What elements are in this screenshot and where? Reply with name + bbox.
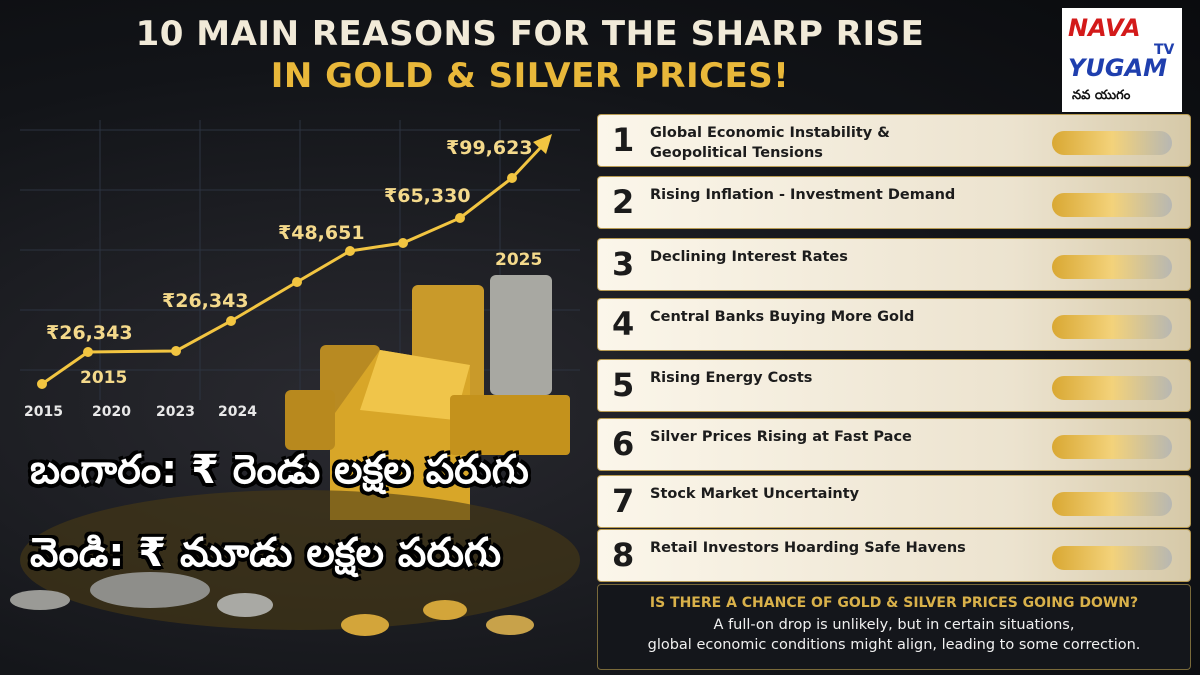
reason-icon	[1052, 193, 1172, 217]
title-line-1: 10 MAIN REASONS FOR THE SHARP RISE	[135, 14, 925, 54]
logo-telugu: నవ యుగం	[1072, 88, 1131, 103]
reason-text: Retail Investors Hoarding Safe Havens	[650, 540, 966, 556]
price-label: ₹26,343	[162, 290, 249, 312]
reason-number: 3	[612, 245, 635, 283]
reason-text: Silver Prices Rising at Fast Pace	[650, 429, 912, 445]
line-points	[37, 173, 517, 389]
reason-text: Stock Market Uncertainty	[650, 486, 860, 502]
reason-text: Global Economic Instability & Geopolitic…	[650, 125, 890, 161]
reason-text: Central Banks Buying More Gold	[650, 309, 915, 325]
reason-text: Declining Interest Rates	[650, 249, 848, 265]
reason-row: 3 Declining Interest Rates	[597, 238, 1191, 291]
reason-icon	[1052, 131, 1172, 155]
reason-text: Rising Energy Costs	[650, 370, 813, 386]
reason-text: Rising Inflation - Investment Demand	[650, 187, 956, 203]
question-box: IS THERE A CHANCE OF GOLD & SILVER PRICE…	[597, 584, 1191, 670]
question-line-2: global economic conditions might align, …	[647, 637, 1141, 653]
reason-number: 7	[612, 482, 635, 520]
axis-label: 2020	[92, 404, 131, 420]
logo-tv: TV	[1154, 42, 1175, 58]
reason-number: 8	[612, 536, 635, 574]
reason-number: 6	[612, 425, 635, 463]
reason-icon	[1052, 546, 1172, 570]
reason-icon	[1052, 492, 1172, 516]
reason-icon	[1052, 435, 1172, 459]
price-label: ₹26,343	[46, 322, 133, 344]
reason-row: 2 Rising Inflation - Investment Demand	[597, 176, 1191, 229]
reason-number: 2	[612, 183, 635, 221]
price-label: ₹48,651	[278, 222, 365, 244]
year-annotation: 2015	[80, 368, 128, 388]
reason-icon	[1052, 255, 1172, 279]
reason-number: 5	[612, 366, 635, 404]
axis-label: 2023	[156, 404, 195, 420]
year-annotation: 2025	[495, 250, 543, 270]
logo-top: NAVA	[1068, 14, 1141, 42]
question-title: IS THERE A CHANCE OF GOLD & SILVER PRICE…	[649, 595, 1139, 611]
reason-row: 8 Retail Investors Hoarding Safe Havens	[597, 529, 1191, 582]
arrow-head	[533, 134, 552, 154]
reason-row: 7 Stock Market Uncertainty	[597, 475, 1191, 528]
reason-row: 4 Central Banks Buying More Gold	[597, 298, 1191, 351]
price-label: ₹65,330	[384, 185, 471, 207]
reason-icon	[1052, 376, 1172, 400]
price-line	[41, 143, 545, 386]
title-line-2: IN GOLD & SILVER PRICES!	[270, 56, 790, 96]
reason-row: 5 Rising Energy Costs	[597, 359, 1191, 412]
question-line-1: A full-on drop is unlikely, but in certa…	[713, 617, 1075, 633]
reason-row: 6 Silver Prices Rising at Fast Pace	[597, 418, 1191, 471]
axis-label: 2015	[24, 404, 63, 420]
illustration	[10, 120, 580, 636]
price-label: ₹99,623	[446, 137, 533, 159]
telugu-gold: బంగారం: ₹ రెండు లక్షల పరుగు	[30, 447, 529, 493]
reason-number: 1	[612, 121, 635, 159]
telugu-silver: వెండి: ₹ మూడు లక్షల పరుగు	[30, 530, 502, 576]
gold-stacks	[10, 275, 580, 636]
reason-icon	[1052, 315, 1172, 339]
logo-bottom: YUGAM	[1068, 54, 1168, 82]
reason-number: 4	[612, 305, 635, 343]
logo: NAVA TV YUGAM నవ యుగం	[1062, 8, 1182, 112]
reason-row: 1 Global Economic Instability & Geopoliti…	[597, 114, 1191, 167]
axis-label: 2024	[218, 404, 257, 420]
